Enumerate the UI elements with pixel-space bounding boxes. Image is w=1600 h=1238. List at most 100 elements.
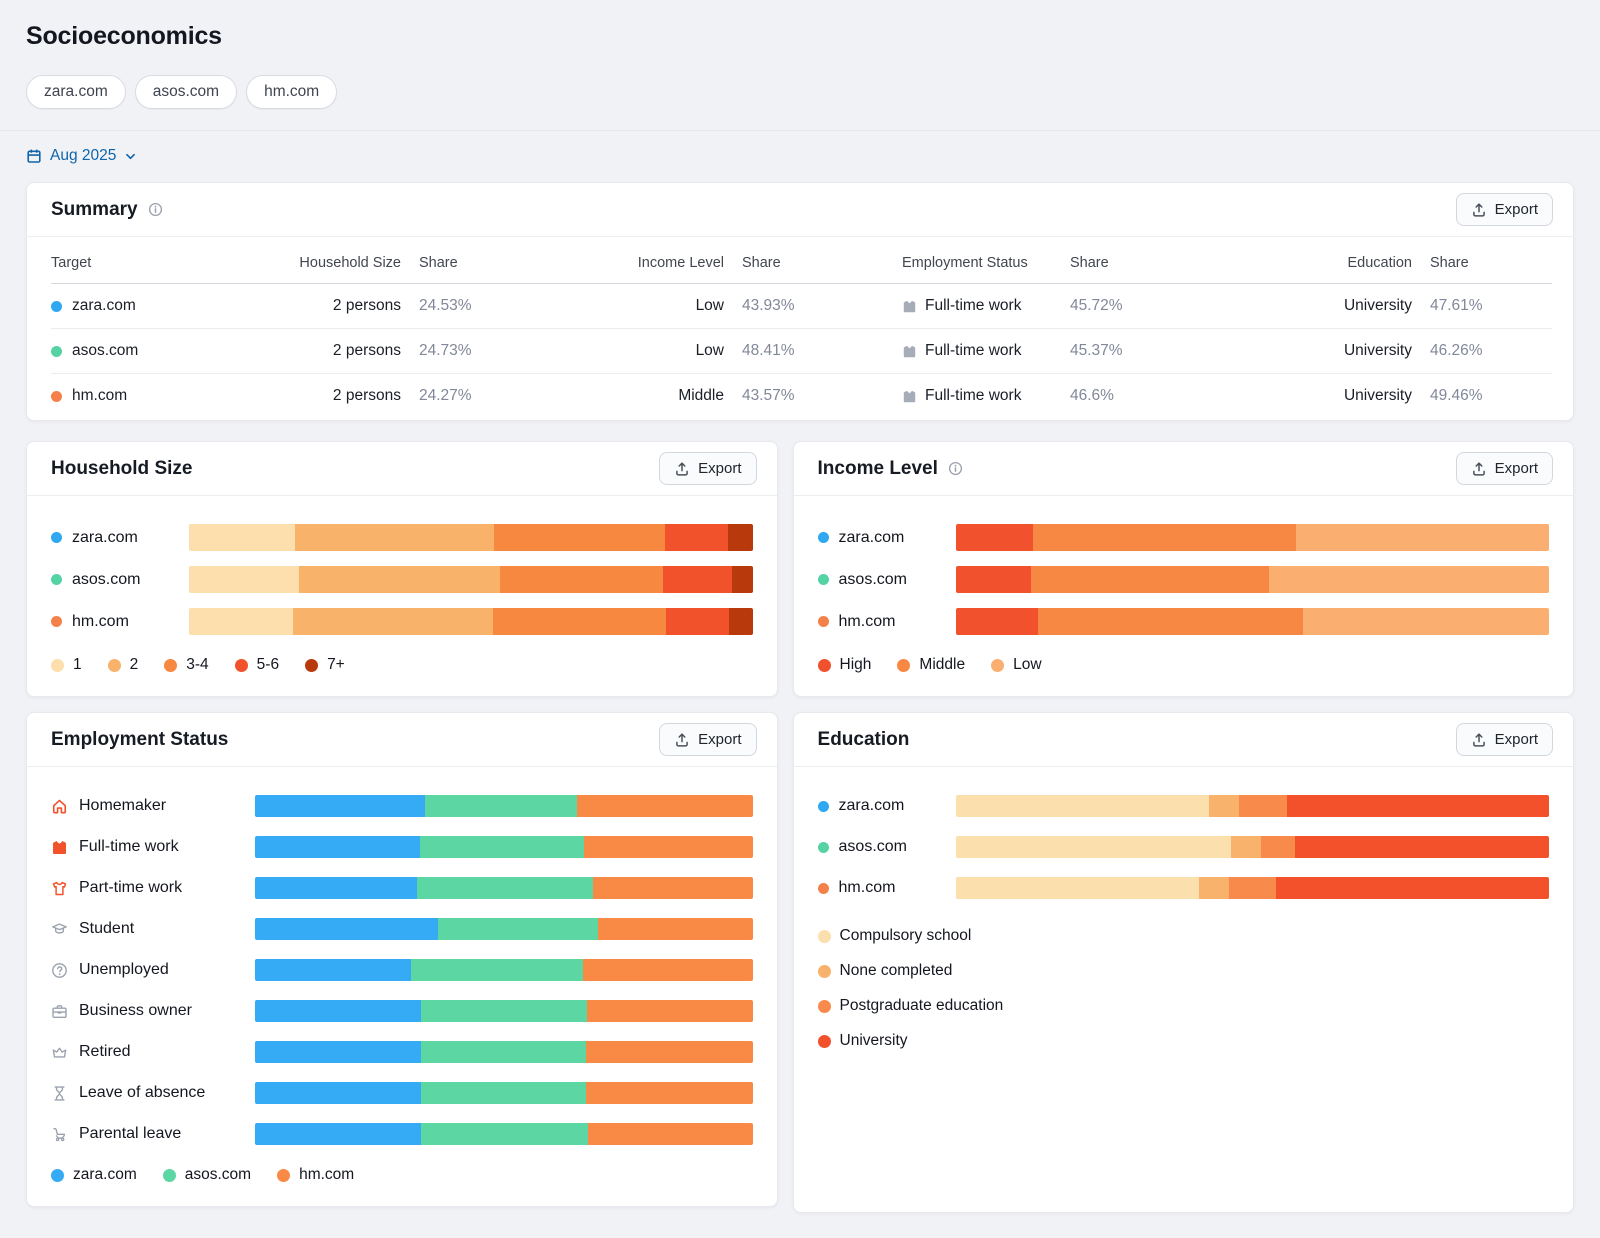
col-education: Education — [1347, 255, 1413, 271]
bar-segment-high — [955, 566, 1032, 593]
bar-segment-compulsory-school — [955, 795, 1209, 817]
target-cell: asos.com — [51, 329, 289, 374]
legend-item: 5-6 — [234, 656, 279, 674]
info-icon[interactable] — [948, 461, 963, 476]
chart-row-label: zara.com — [817, 797, 956, 815]
target-dot — [51, 300, 62, 312]
employment-wrap: Full-time work — [902, 342, 1052, 360]
education-card: Education Export zara.com asos.com hm.com … — [792, 712, 1574, 1213]
export-button-label: Export — [1494, 201, 1538, 218]
chart-row: Full-time work — [51, 836, 753, 858]
education-header: Education Export — [793, 713, 1573, 767]
education-value: University — [1343, 387, 1412, 404]
legend-label: asos.com — [184, 1166, 252, 1183]
chart-row-label-text: Part-time work — [79, 879, 183, 896]
bar-segment-none-completed — [1198, 877, 1229, 899]
legend-dot — [817, 999, 831, 1013]
export-icon — [1471, 461, 1487, 477]
legend-dot — [107, 658, 121, 672]
target-wrap: asos.com — [51, 342, 289, 360]
household-share-value: 24.73% — [419, 342, 472, 359]
bar-segment-1 — [189, 566, 300, 593]
legend-dot — [817, 964, 831, 978]
legend-label: University — [839, 1032, 908, 1049]
household-size-value: 2 persons — [332, 387, 401, 404]
education-share-value: 46.26% — [1430, 342, 1483, 359]
col-employment-status: Employment Status — [902, 255, 1028, 271]
bar-segment-3-4 — [493, 524, 666, 551]
target-dot — [51, 345, 62, 357]
target-chip-zara[interactable]: zara.com — [26, 75, 126, 109]
target-wrap: hm.com — [51, 387, 289, 405]
target-name: asos.com — [72, 342, 139, 359]
stacked-bar — [955, 524, 1549, 551]
target-dot — [817, 841, 829, 853]
info-icon[interactable] — [148, 202, 163, 217]
education-value: University — [1343, 297, 1412, 314]
chart-row: hm.com — [51, 608, 753, 635]
bar-segment-hm-com — [582, 959, 753, 981]
legend-item: University — [817, 1032, 908, 1050]
legend-dot — [51, 1168, 64, 1182]
legend-label: 7+ — [327, 656, 345, 673]
col-household-size: Household Size — [299, 255, 401, 271]
calendar-icon — [26, 148, 42, 164]
legend-item: 7+ — [305, 656, 345, 674]
bar-segment-none-completed — [1208, 795, 1239, 817]
chart-row-label-text: hm.com — [838, 612, 896, 630]
legend-dot — [817, 929, 831, 943]
col-education-share: Share — [1430, 255, 1469, 271]
employment-status-value: Full-time work — [925, 342, 1022, 359]
target-chip-hm[interactable]: hm.com — [246, 75, 338, 109]
export-button[interactable]: Export — [1455, 452, 1553, 485]
income-level-header: Income Level Export — [793, 442, 1573, 496]
chart-row-label: Part-time work — [51, 879, 255, 897]
legend-item: 3-4 — [164, 656, 209, 674]
export-icon — [674, 732, 690, 748]
bar-segment-postgraduate-education — [1261, 836, 1295, 858]
stacked-bar — [955, 795, 1549, 817]
bar-segment-asos-com — [421, 1123, 588, 1145]
export-button[interactable]: Export — [1455, 193, 1553, 226]
export-button[interactable]: Export — [1455, 723, 1553, 756]
household-size-card: Household Size Export zara.com asos.com hm… — [26, 441, 778, 697]
summary-table-body: zara.com 2 persons 24.53% Low 43.93% Full-tim… — [51, 284, 1552, 419]
bar-segment-low — [1302, 608, 1549, 635]
target-dot — [817, 616, 829, 627]
summary-header-row: Target Household Size Share Income Level… — [51, 241, 1552, 284]
target-dot — [817, 800, 829, 812]
stacked-bar — [255, 877, 753, 899]
stacked-bar — [255, 1000, 753, 1022]
chart-row-label: Parental leave — [51, 1125, 255, 1143]
legend-label: zara.com — [73, 1166, 137, 1183]
col-household-share: Share — [419, 255, 458, 271]
legend-item: 1 — [51, 656, 82, 674]
card-title: Education — [817, 728, 910, 750]
target-chips: zara.com asos.com hm.com — [26, 75, 1574, 109]
export-button[interactable]: Export — [659, 452, 757, 485]
bar-segment-asos-com — [419, 836, 585, 858]
bar-segment-university — [1286, 795, 1549, 817]
chart-row: zara.com — [817, 524, 1549, 551]
bar-segment-5-6 — [663, 566, 732, 593]
bar-segment-5-6 — [665, 524, 729, 551]
summary-title: Summary — [51, 198, 138, 220]
employment-share-value: 45.72% — [1070, 297, 1123, 314]
bar-segment-hm-com — [585, 1041, 753, 1063]
summary-card: Summary Export Target Household Size — [26, 182, 1574, 421]
household-share-value: 24.27% — [419, 387, 472, 404]
chart-row: hm.com — [817, 877, 1549, 899]
chart-row-label-text: zara.com — [838, 528, 905, 546]
target-chip-asos[interactable]: asos.com — [134, 75, 238, 109]
bar-segment-1 — [189, 608, 294, 635]
date-picker[interactable]: Aug 2025 — [26, 147, 137, 165]
export-button[interactable]: Export — [659, 723, 757, 756]
bar-segment-zara-com — [255, 918, 438, 940]
chart-row-label: Retired — [51, 1043, 255, 1061]
target-dot — [817, 882, 829, 894]
stacked-bar — [255, 1123, 753, 1145]
full-time-work-icon — [51, 839, 68, 856]
bar-segment-zara-com — [255, 795, 426, 817]
stacked-bar — [955, 877, 1549, 899]
